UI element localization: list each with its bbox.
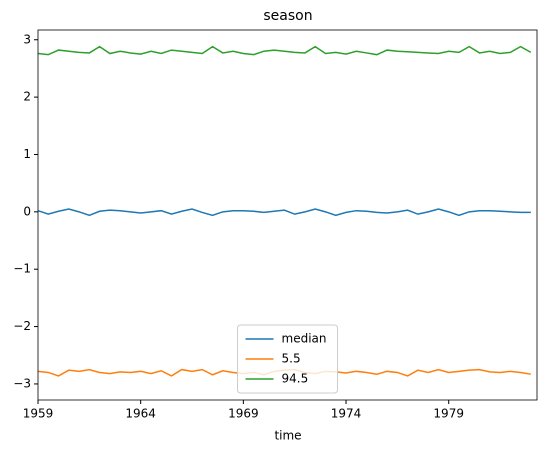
x-tick-label: 1974 [331,407,362,421]
y-tick-label: 2 [23,90,31,104]
legend-label: 5.5 [282,352,301,366]
legend-label: median [282,332,327,346]
legend: median 5.5 94.5 [237,324,338,394]
y-tick-label: −2 [13,319,31,333]
chart-title: season [263,8,312,24]
legend-label: 94.5 [282,372,309,386]
y-tick-label: 0 [23,204,31,218]
y-tick-label: 1 [23,147,31,161]
plot-frame [37,29,538,401]
x-tick-label: 1959 [23,407,54,421]
x-tick-label: 1964 [125,407,156,421]
y-tick-label: −1 [13,262,31,276]
x-tick-label: 1969 [228,407,259,421]
x-tick-label: 1979 [433,407,464,421]
y-tick-label: −3 [13,376,31,390]
legend-frame [237,324,338,394]
x-axis-label: time [274,429,301,443]
series-line [37,208,531,217]
series-line [37,45,532,56]
y-tick-label: 3 [23,32,31,46]
